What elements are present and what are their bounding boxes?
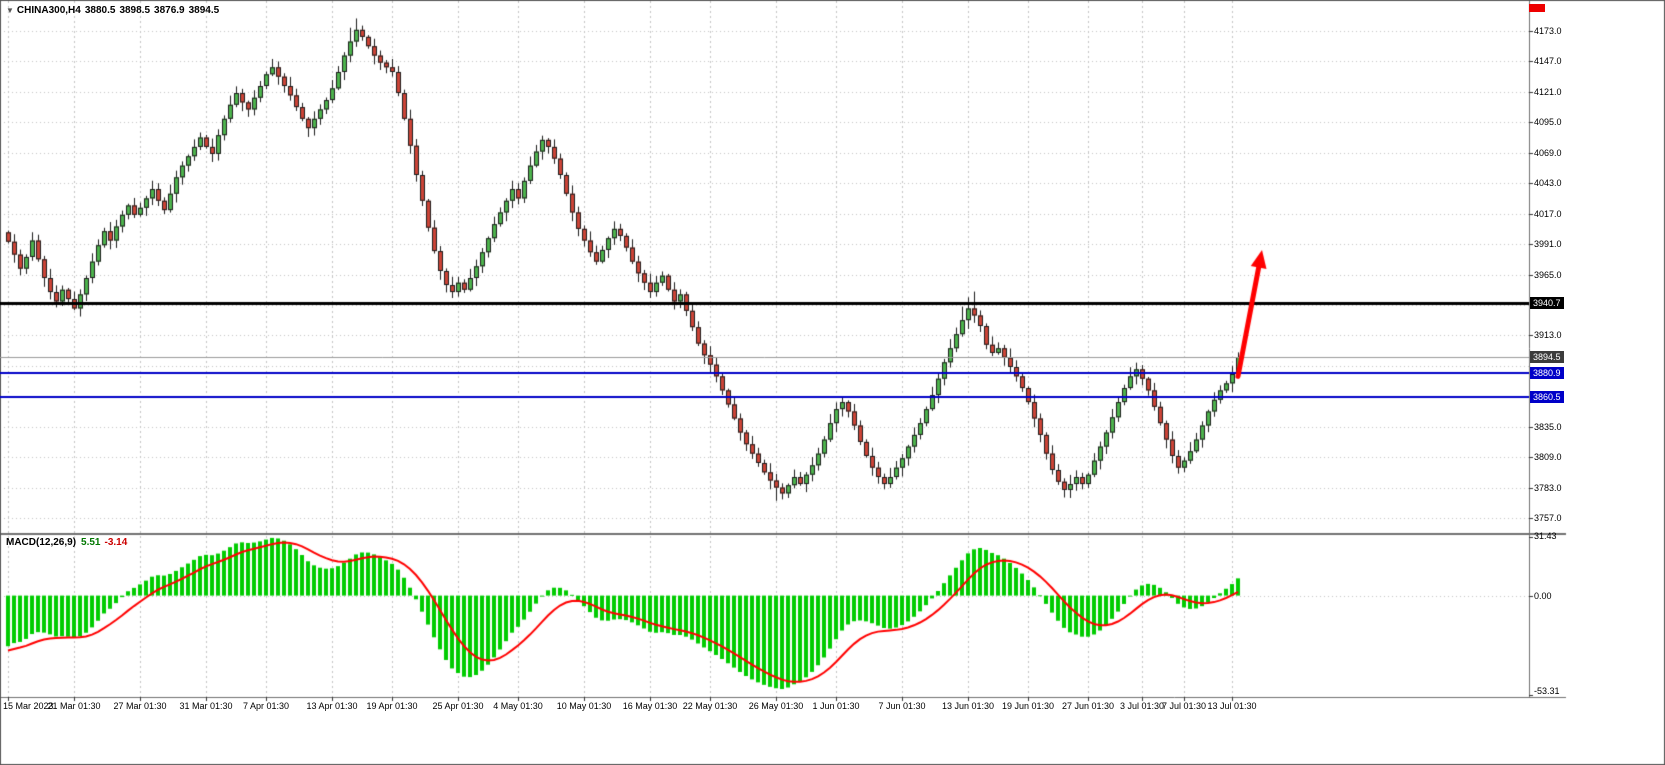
indicator-signal-value: -3.14: [104, 537, 128, 548]
time-tick-label: 13 Apr 01:30: [306, 701, 358, 711]
time-tick-label: 16 May 01:30: [622, 701, 678, 711]
time-tick-label: 25 Apr 01:30: [432, 701, 484, 711]
time-tick-label: 13 Jun 01:30: [941, 701, 995, 711]
price-tick-label: 3991.0: [1534, 239, 1562, 250]
indicator-name: MACD(12,26,9): [6, 537, 77, 548]
macd-scale-label: 0.00: [1534, 590, 1552, 601]
price-level-tag: 3940.7: [1530, 296, 1564, 309]
time-tick-label: 15 Mar 2023: [3, 701, 54, 711]
symbol-title: CHINA300,H4: [16, 5, 81, 16]
header-close-value: 3894.5: [188, 5, 220, 16]
price-tick-label: 3757.0: [1534, 513, 1562, 523]
price-level-tag: 3860.5: [1530, 390, 1564, 403]
time-tick-label: 26 May 01:30: [748, 701, 804, 711]
time-tick-label: 19 Apr 01:30: [366, 701, 418, 711]
indicator-label: MACD(12,26,9) 5.51 -3.14: [6, 537, 127, 548]
header-open-value: 3880.5: [84, 5, 116, 16]
price-tick-label: 4043.0: [1534, 178, 1562, 189]
symbol-dropdown-icon[interactable]: ▼: [6, 6, 14, 15]
price-tick-label: 4147.0: [1534, 56, 1562, 67]
time-tick-label: 19 Jun 01:30: [1001, 701, 1055, 711]
time-tick-label: 3 Jul 01:30: [1119, 701, 1165, 711]
macd-scale-label: 31.43: [1534, 531, 1557, 541]
time-tick-label: 13 Jul 01:30: [1207, 701, 1257, 711]
time-tick-label: 4 May 01:30: [493, 701, 543, 711]
price-tick-label: 4173.0: [1534, 26, 1562, 36]
time-tick-label: 31 Mar 01:30: [179, 701, 233, 711]
top-right-marker: [1529, 4, 1545, 12]
time-tick-label: 7 Jun 01:30: [878, 701, 926, 711]
price-tick-label: 4095.0: [1534, 117, 1562, 128]
time-tick-label: 7 Jul 01:30: [1161, 701, 1207, 711]
price-tick-label: 3809.0: [1534, 452, 1562, 463]
symbol-header: ▼ CHINA300,H4 3880.5 3898.5 3876.9 3894.5: [6, 5, 223, 16]
time-tick-label: 1 Jun 01:30: [812, 701, 860, 711]
price-tick-label: 4017.0: [1534, 208, 1562, 219]
macd-scale-label: -53.31: [1534, 686, 1560, 696]
time-tick-label: 27 Mar 01:30: [113, 701, 167, 711]
price-tick-label: 4121.0: [1534, 86, 1562, 97]
time-tick-label: 10 May 01:30: [556, 701, 612, 711]
time-tick-label: 22 May 01:30: [682, 701, 738, 711]
price-tick-label: 3965.0: [1534, 269, 1562, 280]
indicator-main-value: 5.51: [81, 537, 101, 548]
price-tick-label: 3783.0: [1534, 482, 1562, 493]
price-tick-label: 3835.0: [1534, 421, 1562, 432]
time-tick-label: 21 Mar 01:30: [47, 701, 101, 711]
header-low-value: 3876.9: [154, 5, 185, 16]
price-level-tag: 3894.5: [1530, 351, 1564, 364]
header-high-value: 3898.5: [119, 5, 151, 16]
price-level-tag: 3880.9: [1530, 366, 1564, 379]
price-tick-label: 3913.0: [1534, 330, 1562, 341]
time-tick-label: 27 Jun 01:30: [1061, 701, 1115, 711]
time-tick-label: 7 Apr 01:30: [242, 701, 290, 711]
price-tick-label: 4069.0: [1534, 147, 1562, 158]
